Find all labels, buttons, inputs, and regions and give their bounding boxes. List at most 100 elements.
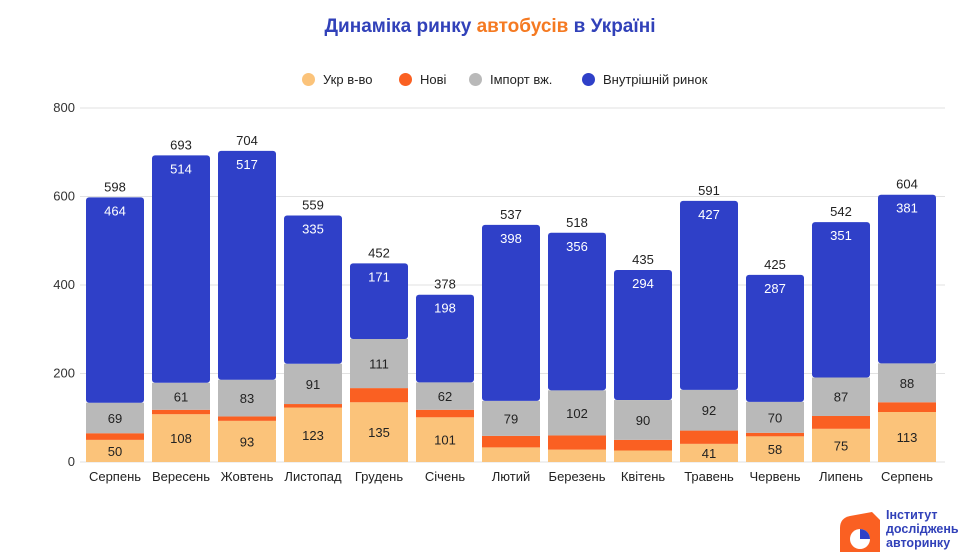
y-tick-label-4: 800 [53,100,75,115]
bar-3-1 [152,155,210,383]
x-tick-label-5: Січень [425,469,465,484]
bar-0-1 [152,414,210,462]
legend-item-import: Імпорт вж. [469,72,552,87]
total-label-0: 598 [104,179,126,194]
logo: Інститут досліджень авторинку [838,506,978,556]
bar-0-10 [746,436,804,462]
bar-1-7 [548,435,606,450]
title-part-2: автобусів [476,16,569,37]
bar-1-12 [878,402,936,412]
legend-item-new: Нові [399,72,446,87]
data-label-2-3: 91 [306,377,320,392]
total-label-11: 542 [830,204,852,219]
data-label-2-1: 61 [174,389,188,404]
bar-2-8 [614,400,672,440]
data-label-0-12: 113 [897,430,918,445]
x-tick-label-4: Грудень [355,469,403,484]
data-label-2-4: 111 [369,357,389,372]
x-tick-label-7: Березень [549,469,606,484]
total-label-8: 435 [632,252,654,267]
data-label-0-5: 101 [434,433,456,448]
legend-item-ukr: Укр в-во [302,72,372,87]
data-label-3-1: 514 [170,161,192,176]
y-tick-label-3: 600 [53,189,75,204]
data-label-3-10: 287 [764,281,786,296]
bar-3-8 [614,269,672,401]
bar-1-8 [614,439,672,451]
legend-label-import: Імпорт вж. [490,72,553,87]
data-label-2-8: 90 [636,413,650,428]
bar-0-4 [350,402,408,462]
bar-3-5 [416,294,474,383]
data-label-0-11: 75 [834,438,848,453]
x-tick-label-6: Лютий [492,469,530,484]
logo-line-1: Інститут [886,508,938,522]
total-label-5: 378 [434,277,456,292]
bar-3-3 [284,215,342,364]
total-label-2: 704 [236,133,258,148]
data-label-2-10: 70 [768,410,782,425]
data-label-3-5: 198 [434,301,456,316]
data-label-3-8: 294 [632,276,654,291]
logo-text: Інститут досліджень авторинку [886,508,959,550]
bar-2-7 [548,390,606,436]
data-label-0-3: 123 [302,428,324,443]
x-tick-label-2: Жовтень [221,469,274,484]
bar-1-1 [152,409,210,415]
bar-1-0 [86,433,144,440]
total-label-6: 537 [500,207,522,222]
stacked-bar-chart: 0 200 400 600 800 50 69 464 598 Серпень 108 61 514 69… [53,100,945,484]
bar-2-6 [482,400,540,436]
bar-0-0 [86,439,144,462]
bar-1-2 [218,416,276,421]
bar-3-11 [812,222,870,378]
bar-2-3 [284,363,342,405]
data-label-2-9: 92 [702,403,716,418]
legend-swatch-ukr [302,73,315,86]
total-label-3: 559 [302,198,324,213]
bar-1-3 [284,404,342,408]
x-tick-label-12: Серпень [881,469,933,484]
x-tick-label-8: Квітень [621,469,666,484]
data-label-3-4: 171 [368,269,390,284]
bar-0-12 [878,411,936,462]
data-label-0-10: 58 [768,442,782,457]
legend-item-internal: Внутрішній ринок [582,72,707,87]
bar-3-6 [482,224,540,401]
data-label-2-5: 62 [438,389,452,404]
legend-label-ukr: Укр в-во [323,72,373,87]
bar-1-6 [482,435,540,448]
data-label-2-11: 87 [834,390,848,405]
legend-label-internal: Внутрішній ринок [603,72,708,87]
x-tick-label-1: Вересень [152,469,210,484]
y-tick-label-2: 400 [53,277,75,292]
legend-swatch-import [469,73,482,86]
x-tick-label-11: Липень [819,469,863,484]
x-tick-label-0: Серпень [89,469,141,484]
bar-1-4 [350,388,408,403]
bar-2-4 [350,338,408,389]
bar-1-11 [812,415,870,429]
legend-swatch-internal [582,73,595,86]
total-label-12: 604 [896,177,918,192]
bar-0-7 [548,449,606,462]
bar-2-10 [746,401,804,433]
data-label-3-11: 351 [830,228,852,243]
bar-3-7 [548,232,606,391]
data-label-3-0: 464 [104,203,126,218]
bar-2-0 [86,402,144,434]
data-label-3-3: 335 [302,222,324,237]
data-label-3-7: 356 [566,239,588,254]
x-tick-label-3: Листопад [284,469,342,484]
total-label-9: 591 [698,183,720,198]
pie-logo-icon [840,512,880,552]
data-label-0-1: 108 [170,431,192,446]
data-label-2-12: 88 [900,376,914,391]
bar-2-9 [680,389,738,431]
bar-3-12 [878,194,936,364]
x-tick-label-9: Травень [684,469,734,484]
total-label-7: 518 [566,215,588,230]
data-label-0-0: 50 [108,444,122,459]
bar-0-2 [218,420,276,462]
total-label-1: 693 [170,137,192,152]
